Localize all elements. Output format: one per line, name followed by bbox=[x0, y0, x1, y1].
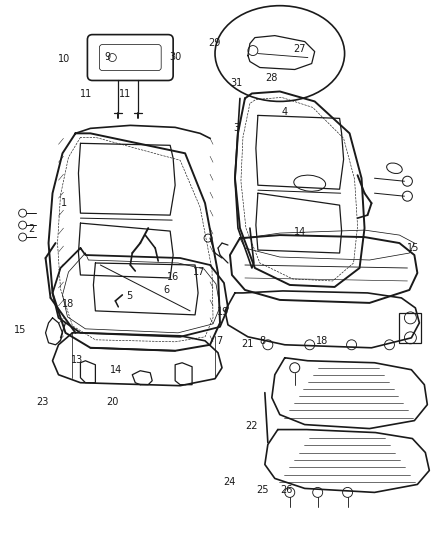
Text: 20: 20 bbox=[106, 397, 118, 407]
Text: 23: 23 bbox=[36, 397, 48, 407]
Bar bbox=[399, 313, 421, 343]
Text: 14: 14 bbox=[110, 365, 123, 375]
Text: 9: 9 bbox=[105, 52, 111, 61]
Text: 27: 27 bbox=[293, 44, 306, 53]
Text: 15: 15 bbox=[14, 325, 27, 335]
Text: 5: 5 bbox=[127, 290, 133, 301]
Text: 16: 16 bbox=[167, 272, 179, 282]
Text: 10: 10 bbox=[58, 54, 70, 64]
Text: 31: 31 bbox=[230, 78, 243, 88]
Text: 7: 7 bbox=[216, 336, 222, 346]
Text: 1: 1 bbox=[61, 198, 67, 208]
Text: 28: 28 bbox=[265, 73, 278, 83]
Text: 4: 4 bbox=[282, 107, 288, 117]
Text: 6: 6 bbox=[163, 286, 170, 295]
Text: 26: 26 bbox=[280, 485, 293, 495]
Text: 24: 24 bbox=[224, 477, 236, 487]
Text: 18: 18 bbox=[62, 298, 74, 309]
Text: 3: 3 bbox=[233, 123, 240, 133]
Text: 8: 8 bbox=[260, 336, 266, 346]
Text: 30: 30 bbox=[169, 52, 181, 61]
Text: 21: 21 bbox=[241, 338, 254, 349]
Text: 11: 11 bbox=[119, 88, 131, 99]
Text: 19: 19 bbox=[217, 306, 230, 317]
Text: 13: 13 bbox=[71, 354, 83, 365]
Text: 14: 14 bbox=[293, 227, 306, 237]
Text: 11: 11 bbox=[80, 88, 92, 99]
Text: 17: 17 bbox=[193, 267, 205, 277]
Text: 25: 25 bbox=[256, 485, 269, 495]
Text: 29: 29 bbox=[208, 38, 221, 48]
Text: 15: 15 bbox=[407, 243, 420, 253]
Text: 18: 18 bbox=[315, 336, 328, 346]
Text: 2: 2 bbox=[28, 224, 34, 235]
Text: 22: 22 bbox=[245, 421, 258, 431]
